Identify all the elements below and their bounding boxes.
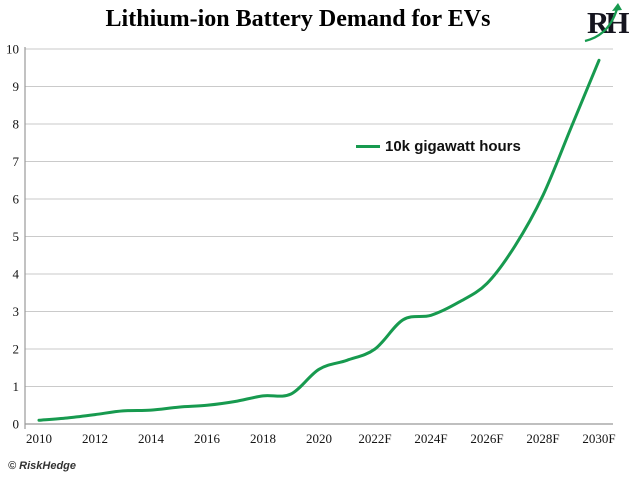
y-tick-label: 5 <box>13 229 20 244</box>
chart-title: Lithium-ion Battery Demand for EVs <box>105 6 491 32</box>
x-tick-label: 2022F <box>358 431 391 446</box>
growth-arrow-icon <box>584 3 622 43</box>
copyright-credit: © RiskHedge <box>8 460 77 472</box>
legend: 10k gigawatt hours <box>356 138 521 155</box>
y-tick-label: 9 <box>13 79 20 94</box>
x-tick-label: 2020 <box>306 431 332 446</box>
y-tick-label: 6 <box>13 192 20 207</box>
legend-line-swatch <box>356 145 380 148</box>
x-tick-label: 2018 <box>250 431 276 446</box>
y-tick-label: 8 <box>13 117 20 132</box>
y-tick-label: 10 <box>6 42 19 57</box>
x-tick-label: 2028F <box>526 431 559 446</box>
brand-logo: RH <box>582 3 629 45</box>
y-tick-label: 7 <box>13 154 20 169</box>
y-tick-label: 4 <box>13 267 20 282</box>
x-tick-label: 2014 <box>138 431 165 446</box>
y-tick-label: 0 <box>13 417 20 432</box>
demand-line-series <box>37 58 601 422</box>
legend-label: 10k gigawatt hours <box>385 138 521 155</box>
x-tick-label: 2016 <box>194 431 221 446</box>
y-tick-label: 2 <box>13 342 20 357</box>
y-tick-label: 1 <box>13 379 20 394</box>
x-tick-label: 2026F <box>470 431 503 446</box>
x-tick-label: 2030F <box>582 431 615 446</box>
y-tick-label: 3 <box>13 304 20 319</box>
x-tick-label: 2010 <box>26 431 52 446</box>
x-tick-label: 2024F <box>414 431 447 446</box>
brand-logo-text: RH <box>587 5 629 40</box>
x-tick-label: 2012 <box>82 431 108 446</box>
